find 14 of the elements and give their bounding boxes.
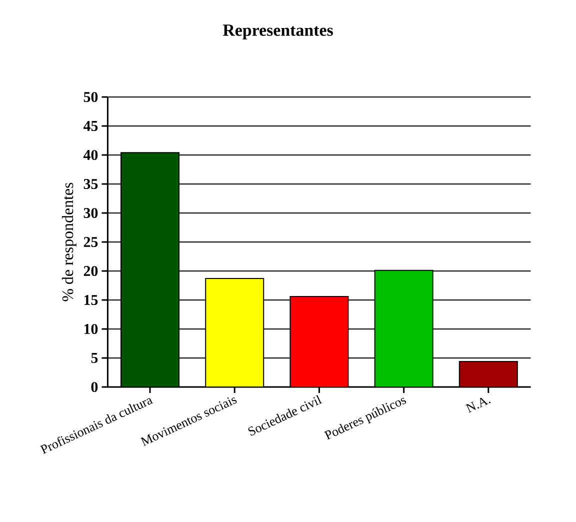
- x-tick-label: N.A.: [465, 398, 490, 413]
- y-tick-label: 15: [84, 294, 98, 305]
- y-tick-label: 25: [84, 236, 98, 247]
- y-tick-label: 40: [83, 150, 98, 160]
- y-tick-label: 50: [84, 92, 98, 102]
- y-axis-title: % de respondentes: [62, 182, 76, 302]
- y-tick-label: 45: [83, 121, 98, 131]
- y-tick-label: 30: [84, 208, 98, 218]
- y-tick-label: 35: [84, 178, 98, 189]
- y-tick-label: 10: [84, 324, 98, 334]
- y-tick-label: 0: [91, 382, 98, 392]
- chart-title: Representantes: [222, 24, 333, 40]
- y-tick-label: 20: [84, 266, 98, 276]
- y-tick-label: 5: [91, 353, 98, 363]
